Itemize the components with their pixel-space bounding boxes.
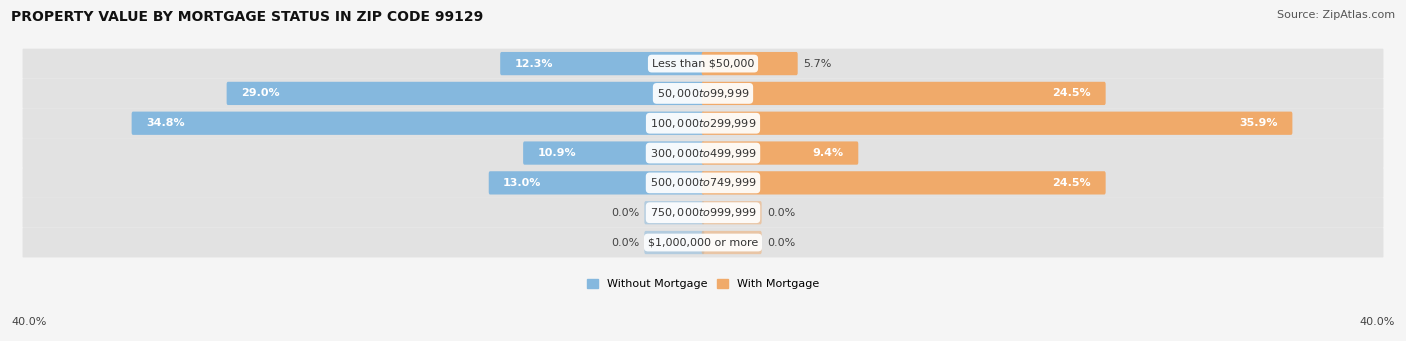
FancyBboxPatch shape — [702, 112, 1292, 135]
Text: $50,000 to $99,999: $50,000 to $99,999 — [657, 87, 749, 100]
FancyBboxPatch shape — [702, 52, 797, 75]
Text: 35.9%: 35.9% — [1240, 118, 1278, 128]
Text: 10.9%: 10.9% — [537, 148, 576, 158]
Text: 40.0%: 40.0% — [1360, 317, 1395, 327]
FancyBboxPatch shape — [22, 227, 1384, 257]
FancyBboxPatch shape — [501, 52, 704, 75]
FancyBboxPatch shape — [644, 201, 704, 224]
FancyBboxPatch shape — [22, 108, 1384, 138]
Text: 5.7%: 5.7% — [803, 59, 831, 69]
Text: PROPERTY VALUE BY MORTGAGE STATUS IN ZIP CODE 99129: PROPERTY VALUE BY MORTGAGE STATUS IN ZIP… — [11, 10, 484, 24]
FancyBboxPatch shape — [22, 49, 1384, 78]
Text: 24.5%: 24.5% — [1053, 178, 1091, 188]
Text: 40.0%: 40.0% — [11, 317, 46, 327]
FancyBboxPatch shape — [523, 142, 704, 165]
FancyBboxPatch shape — [702, 82, 1105, 105]
FancyBboxPatch shape — [226, 82, 704, 105]
Text: 0.0%: 0.0% — [610, 238, 640, 248]
FancyBboxPatch shape — [644, 231, 704, 254]
Text: 24.5%: 24.5% — [1053, 88, 1091, 99]
Text: 34.8%: 34.8% — [146, 118, 184, 128]
Text: 9.4%: 9.4% — [813, 148, 844, 158]
FancyBboxPatch shape — [22, 78, 1384, 108]
Text: Less than $50,000: Less than $50,000 — [652, 59, 754, 69]
FancyBboxPatch shape — [702, 171, 1105, 194]
FancyBboxPatch shape — [702, 142, 858, 165]
FancyBboxPatch shape — [132, 112, 704, 135]
Text: $300,000 to $499,999: $300,000 to $499,999 — [650, 147, 756, 160]
Text: 29.0%: 29.0% — [240, 88, 280, 99]
Text: $1,000,000 or more: $1,000,000 or more — [648, 238, 758, 248]
Text: 0.0%: 0.0% — [766, 238, 796, 248]
FancyBboxPatch shape — [489, 171, 704, 194]
FancyBboxPatch shape — [702, 201, 762, 224]
Text: Source: ZipAtlas.com: Source: ZipAtlas.com — [1277, 10, 1395, 20]
FancyBboxPatch shape — [22, 198, 1384, 227]
FancyBboxPatch shape — [702, 231, 762, 254]
Text: $750,000 to $999,999: $750,000 to $999,999 — [650, 206, 756, 219]
Text: 0.0%: 0.0% — [766, 208, 796, 218]
Legend: Without Mortgage, With Mortgage: Without Mortgage, With Mortgage — [582, 274, 824, 294]
Text: 13.0%: 13.0% — [503, 178, 541, 188]
Text: 12.3%: 12.3% — [515, 59, 553, 69]
FancyBboxPatch shape — [22, 138, 1384, 168]
FancyBboxPatch shape — [22, 168, 1384, 198]
Text: $500,000 to $749,999: $500,000 to $749,999 — [650, 176, 756, 189]
Text: $100,000 to $299,999: $100,000 to $299,999 — [650, 117, 756, 130]
Text: 0.0%: 0.0% — [610, 208, 640, 218]
